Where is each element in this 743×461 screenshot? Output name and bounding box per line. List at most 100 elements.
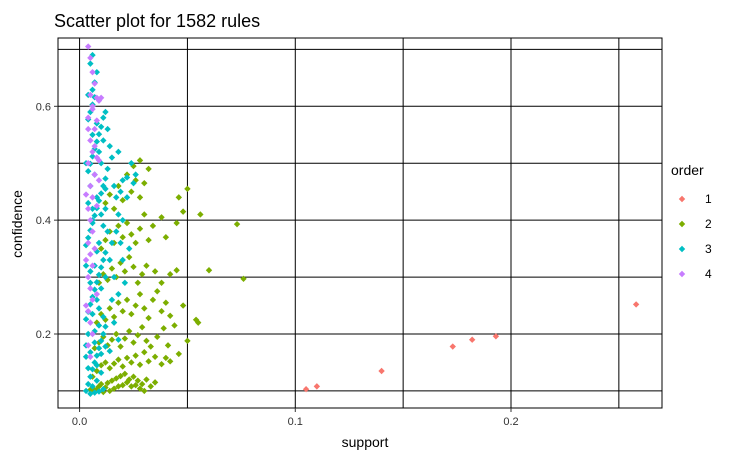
data-point-order-1 xyxy=(468,336,476,343)
data-point-order-3 xyxy=(95,148,103,156)
data-point-order-4 xyxy=(85,125,92,133)
data-point-order-3 xyxy=(89,51,96,59)
legend-key-2 xyxy=(678,220,686,228)
data-point-order-2 xyxy=(110,313,118,321)
data-point-order-3 xyxy=(102,205,109,212)
data-point-order-2 xyxy=(184,337,191,345)
data-point-order-1 xyxy=(313,383,321,390)
data-point-order-3 xyxy=(97,285,105,292)
data-point-order-2 xyxy=(128,188,135,195)
data-point-order-3 xyxy=(97,337,105,345)
data-point-order-2 xyxy=(132,382,139,389)
data-point-order-2 xyxy=(132,239,139,247)
data-point-order-4 xyxy=(85,342,92,349)
data-point-order-3 xyxy=(117,239,124,247)
data-point-order-1 xyxy=(378,367,385,375)
data-points xyxy=(82,43,640,397)
data-point-order-3 xyxy=(89,153,96,160)
data-point-order-2 xyxy=(158,360,165,368)
data-point-order-4 xyxy=(93,202,101,210)
grid-lines xyxy=(57,37,663,409)
chart-title: Scatter plot for 1582 rules xyxy=(54,11,260,31)
data-point-order-2 xyxy=(97,362,105,369)
data-point-order-2 xyxy=(184,185,191,193)
data-point-order-2 xyxy=(104,379,111,387)
data-point-order-3 xyxy=(93,138,101,145)
data-point-order-2 xyxy=(136,194,144,201)
data-point-order-2 xyxy=(164,342,172,349)
data-point-order-3 xyxy=(106,142,113,150)
data-point-order-2 xyxy=(123,296,131,304)
data-point-order-3 xyxy=(97,123,105,130)
x-tick-label: 0.0 xyxy=(72,416,87,428)
data-point-order-3 xyxy=(91,389,98,396)
y-tick-label: 0.4 xyxy=(36,215,51,227)
data-point-order-2 xyxy=(143,262,150,269)
data-point-order-2 xyxy=(162,299,170,306)
data-point-order-2 xyxy=(125,376,133,383)
data-point-order-3 xyxy=(125,245,133,252)
data-point-order-3 xyxy=(100,330,107,338)
data-point-order-3 xyxy=(85,234,92,241)
data-point-order-4 xyxy=(85,308,92,315)
data-point-order-4 xyxy=(91,142,98,150)
data-point-order-3 xyxy=(97,350,105,358)
data-point-order-4 xyxy=(95,97,103,104)
data-point-order-2 xyxy=(147,343,154,350)
data-point-order-3 xyxy=(87,373,94,380)
data-point-order-4 xyxy=(87,91,94,99)
data-point-order-3 xyxy=(100,137,107,144)
data-point-order-3 xyxy=(123,194,131,201)
data-point-order-2 xyxy=(108,377,116,384)
data-point-order-3 xyxy=(95,388,103,395)
data-point-order-3 xyxy=(95,305,103,312)
data-point-order-2 xyxy=(115,182,122,190)
data-point-order-4 xyxy=(89,68,96,76)
data-point-order-2 xyxy=(151,379,159,386)
data-point-order-2 xyxy=(158,214,165,221)
data-point-order-3 xyxy=(108,154,116,161)
data-point-order-3 xyxy=(100,182,107,190)
legend-key-4 xyxy=(678,270,686,278)
data-point-order-4 xyxy=(82,302,90,309)
data-point-order-3 xyxy=(85,380,92,388)
data-point-order-3 xyxy=(100,114,107,121)
data-point-order-3 xyxy=(97,369,105,376)
data-point-order-3 xyxy=(102,249,109,256)
data-point-order-2 xyxy=(115,356,122,363)
data-point-order-2 xyxy=(151,268,159,275)
data-point-order-3 xyxy=(93,194,101,201)
data-point-order-2 xyxy=(138,380,146,388)
data-point-order-3 xyxy=(93,279,101,286)
data-point-order-2 xyxy=(154,288,161,295)
data-point-order-2 xyxy=(119,234,126,241)
data-point-order-2 xyxy=(130,263,137,271)
data-point-order-2 xyxy=(102,384,109,391)
data-point-order-3 xyxy=(87,60,94,67)
data-point-order-2 xyxy=(106,305,113,312)
data-point-order-2 xyxy=(149,296,157,304)
data-point-order-3 xyxy=(89,131,96,138)
data-point-order-2 xyxy=(147,383,154,390)
data-point-order-3 xyxy=(85,364,92,372)
data-point-order-3 xyxy=(97,160,105,167)
data-point-order-3 xyxy=(95,345,103,352)
data-point-order-2 xyxy=(117,372,124,380)
data-point-order-2 xyxy=(195,319,202,326)
y-axis-label: confidence xyxy=(9,190,25,258)
data-point-order-2 xyxy=(141,211,148,218)
data-point-order-3 xyxy=(89,205,96,212)
data-point-order-4 xyxy=(85,114,92,121)
data-point-order-4 xyxy=(91,245,98,252)
data-point-order-2 xyxy=(138,271,146,278)
data-point-order-2 xyxy=(108,336,116,343)
data-point-order-2 xyxy=(132,302,139,309)
data-point-order-2 xyxy=(166,271,174,278)
y-tick-label: 0.6 xyxy=(36,101,51,113)
data-point-order-2 xyxy=(115,222,122,230)
legend-label-4: 4 xyxy=(705,267,712,281)
data-point-order-2 xyxy=(128,231,135,238)
data-point-order-3 xyxy=(89,86,96,93)
data-point-order-3 xyxy=(87,279,94,286)
